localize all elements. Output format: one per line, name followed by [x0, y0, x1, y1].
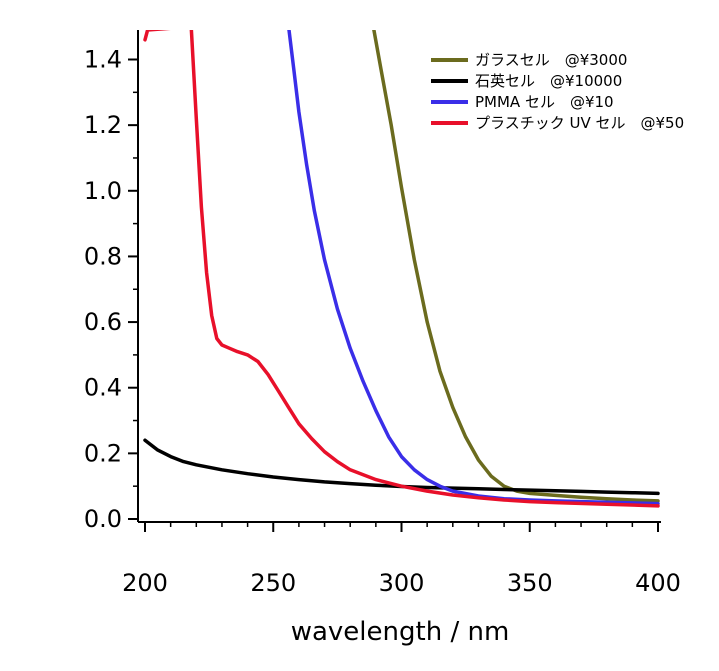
- x-tick-label: 200: [122, 569, 168, 597]
- y-tick-label: 0.6: [84, 308, 122, 336]
- x-tick-label: 350: [507, 569, 553, 597]
- y-tick-label: 1.2: [84, 111, 122, 139]
- series-line-1: [372, 30, 660, 503]
- legend: ガラスセル @¥3000 石英セル @¥10000 PMMA セル @¥10 プラスチ…: [431, 51, 684, 132]
- legend-label-4: プラスチック UV セル @¥50: [475, 114, 684, 132]
- legend-label-2: 石英セル @¥10000: [475, 72, 622, 90]
- x-tick-label: 300: [379, 569, 425, 597]
- x-axis-title: wavelength / nm: [291, 617, 510, 647]
- y-tick-label: 0.0: [84, 505, 122, 533]
- y-tick-label: 1.0: [84, 177, 122, 205]
- legend-label-3: PMMA セル @¥10: [475, 93, 614, 111]
- x-tick-label: 400: [635, 569, 681, 597]
- y-tick-label: 0.8: [84, 242, 122, 270]
- axes: 0.0 0.2 0.4 0.6 0.8 1.0 1.2 1.4 200 250 300 350 400: [84, 30, 681, 597]
- y-tick-label: 1.4: [84, 46, 122, 74]
- series-line-4: [143, 30, 660, 508]
- x-tick-label: 250: [250, 569, 296, 597]
- series-line-2: [143, 438, 660, 496]
- y-tick-label: 0.4: [84, 374, 122, 402]
- legend-label-1: ガラスセル @¥3000: [475, 51, 627, 69]
- series-layer: [143, 30, 660, 508]
- y-tick-label: 0.2: [84, 439, 122, 467]
